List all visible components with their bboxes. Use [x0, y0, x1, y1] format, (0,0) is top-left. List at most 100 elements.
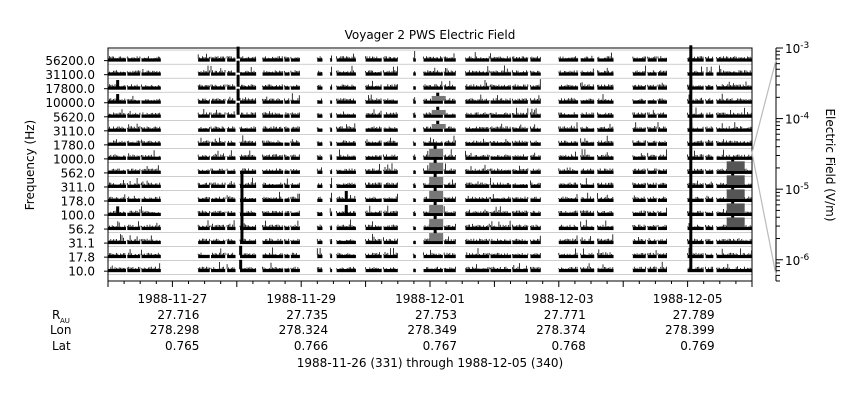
data-segment-band: [240, 86, 257, 90]
noise-spikes: [284, 56, 290, 59]
data-segment-band: [127, 114, 141, 118]
data-segment-band: [687, 58, 704, 62]
burst-shade: [726, 189, 745, 199]
noise-spikes: [197, 182, 210, 185]
burst-mark: [240, 185, 244, 199]
data-segment-band: [490, 212, 512, 217]
noise-spikes: [226, 140, 235, 143]
noise-spikes: [383, 182, 398, 185]
noise-spikes: [412, 97, 416, 101]
data-segment-band: [465, 156, 490, 160]
data-segment-band: [597, 240, 614, 245]
data-segment-band: [262, 226, 284, 231]
connector-upper: [751, 59, 777, 154]
data-segment-band: [108, 212, 127, 217]
data-segment-band: [108, 226, 127, 231]
data-segment-band: [632, 142, 646, 146]
data-segment-band: [558, 58, 579, 62]
noise-spikes: [329, 208, 332, 214]
data-segment-band: [657, 268, 667, 273]
data-segment-band: [365, 170, 382, 174]
data-segment-band: [558, 156, 579, 160]
data-segment-band: [705, 254, 714, 259]
data-segment-band: [383, 254, 398, 259]
data-segment-band: [423, 72, 443, 76]
burst-mark: [689, 241, 693, 256]
data-segment-band: [490, 128, 512, 132]
data-segment-band: [330, 156, 333, 160]
noise-spikes: [284, 154, 290, 157]
data-segment-band: [330, 268, 333, 273]
data-segment-band: [127, 184, 141, 188]
data-segment-band: [240, 58, 257, 62]
noise-spikes: [126, 70, 141, 73]
noise-spikes: [141, 235, 161, 242]
noise-spikes: [443, 252, 456, 256]
data-segment-band: [632, 184, 646, 188]
data-segment-band: [716, 198, 752, 202]
noise-spikes: [329, 192, 332, 199]
data-segment-band: [383, 184, 398, 188]
noise-spikes: [412, 211, 416, 214]
data-segment-band: [290, 100, 300, 104]
data-segment-band: [716, 58, 752, 62]
noise-spikes: [262, 70, 283, 73]
channel-trace: [107, 177, 752, 188]
noise-spikes: [284, 238, 290, 242]
data-segment-band: [330, 254, 333, 259]
data-segment-band: [558, 72, 579, 76]
data-segment-band: [558, 114, 579, 118]
noise-spikes: [210, 150, 226, 157]
date-tick-label: 1988-12-03: [524, 292, 594, 306]
data-segment-band: [383, 58, 398, 62]
data-segment-band: [127, 128, 141, 132]
data-segment-band: [716, 184, 752, 188]
data-segment-band: [290, 226, 300, 231]
data-segment-band: [632, 226, 646, 231]
noise-spikes: [490, 53, 511, 59]
noise-spikes: [383, 98, 398, 101]
data-segment-band: [558, 268, 579, 273]
data-segment-band: [490, 114, 512, 118]
noise-spikes: [284, 169, 290, 171]
noise-spikes: [558, 112, 578, 115]
noise-spikes: [141, 196, 161, 199]
data-segment-band: [465, 142, 490, 146]
noise-spikes: [580, 98, 594, 101]
date-range-caption: 1988-11-26 (331) through 1988-12-05 (340…: [297, 356, 563, 370]
data-segment-band: [211, 100, 226, 104]
noise-spikes: [262, 262, 283, 270]
frequency-tick-label: 1000.0: [53, 152, 95, 166]
burst-mark: [240, 199, 244, 214]
noise-spikes: [597, 123, 614, 129]
data-segment-band: [716, 114, 752, 118]
noise-spikes: [647, 84, 657, 87]
data-segment-band: [262, 100, 284, 104]
data-segment-band: [290, 198, 300, 202]
noise-spikes: [210, 137, 226, 143]
noise-spikes: [290, 252, 300, 256]
noise-spikes: [126, 209, 141, 214]
data-segment-band: [687, 170, 704, 174]
data-segment-band: [108, 58, 127, 62]
data-segment-band: [423, 128, 443, 132]
noise-spikes: [716, 81, 752, 87]
noise-spikes: [383, 137, 398, 143]
data-segment-band: [423, 226, 443, 231]
data-segment-band: [108, 254, 127, 259]
noise-spikes: [365, 70, 382, 73]
noise-spikes: [239, 84, 256, 87]
data-segment-band: [290, 170, 300, 174]
noise-spikes: [226, 238, 235, 242]
data-segment-band: [211, 268, 226, 273]
data-segment-band: [336, 170, 356, 174]
noise-spikes: [465, 238, 490, 242]
spectrogram-plot-area: [107, 45, 753, 282]
noise-spikes: [126, 235, 141, 242]
noise-spikes: [597, 152, 614, 157]
noise-spikes: [647, 99, 657, 101]
noise-spikes: [365, 196, 382, 199]
noise-spikes: [412, 253, 416, 256]
noise-spikes: [597, 210, 614, 214]
data-segment-band: [413, 142, 416, 146]
